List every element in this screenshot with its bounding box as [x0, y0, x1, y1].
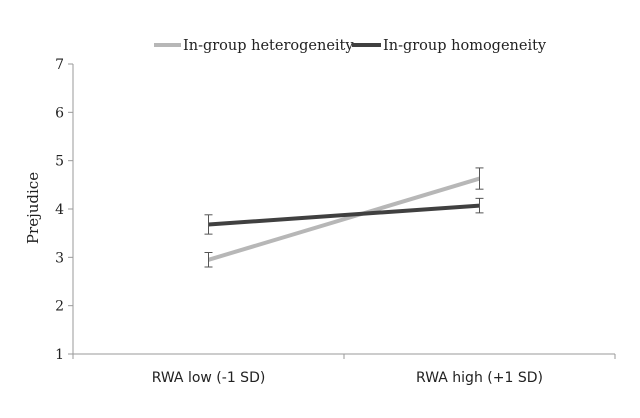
x-tick-label: RWA high (+1 SD): [416, 370, 543, 386]
x-axis-labels: RWA low (-1 SD) RWA high (+1 SD): [152, 370, 543, 386]
y-tick-label: 5: [55, 154, 64, 170]
y-axis-ticks: 1 2 3 4 5 6 7: [55, 57, 73, 363]
y-tick-label: 4: [55, 202, 64, 218]
series-line-0: [207, 176, 481, 262]
y-tick-label: 7: [55, 57, 64, 73]
legend-label-homogeneity: In-group homogeneity: [383, 38, 547, 54]
y-tick-label: 6: [55, 105, 64, 121]
legend-label-heterogeneity: In-group heterogeneity: [183, 38, 354, 54]
y-tick-label: 2: [55, 299, 64, 315]
y-tick-label: 3: [55, 250, 64, 266]
legend-item-homogeneity: In-group homogeneity: [352, 38, 547, 54]
series-layer: [204, 167, 484, 268]
axes: [72, 64, 616, 359]
y-axis-title: Prejudice: [24, 172, 42, 244]
legend: In-group heterogeneity In-group homogene…: [154, 38, 547, 54]
series-line-1: [208, 203, 480, 227]
legend-item-heterogeneity: In-group heterogeneity: [154, 38, 354, 54]
y-tick-label: 1: [55, 347, 64, 363]
x-tick-label: RWA low (-1 SD): [152, 370, 266, 386]
